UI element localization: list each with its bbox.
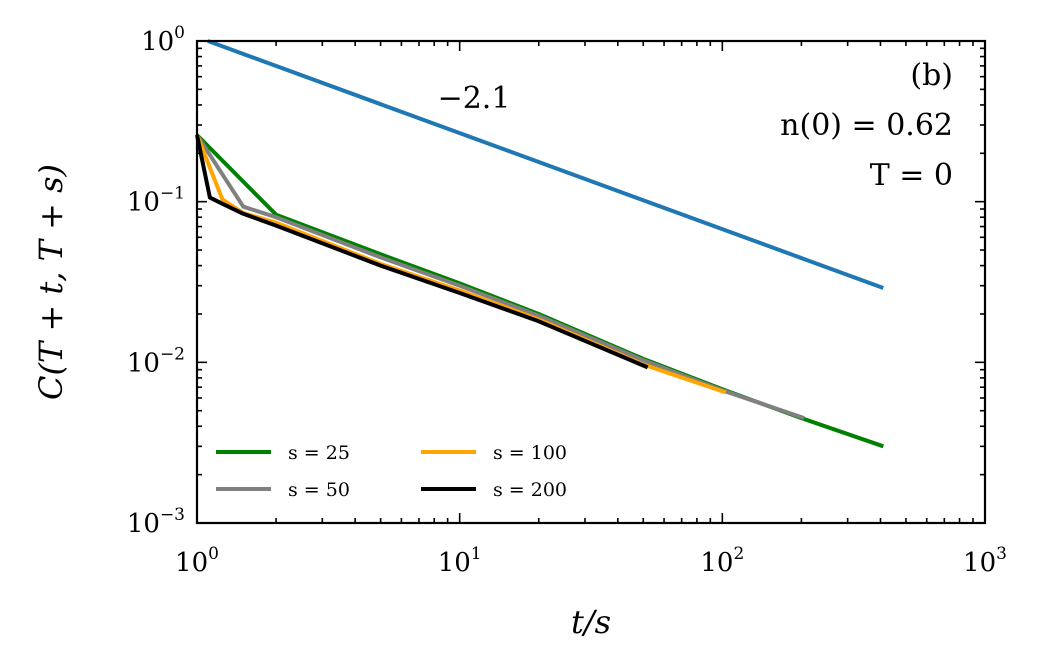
x-tick-base: 10	[700, 548, 733, 578]
legend-label-4: s = 200	[493, 479, 567, 501]
x-tick-base: 10	[963, 548, 996, 578]
legend: s = 25 s = 50 s = 100 s = 200	[216, 442, 567, 501]
slope-annotation: −2.1	[438, 81, 511, 116]
x-tick-label: 103	[963, 544, 1007, 578]
legend-label-2: s = 50	[288, 479, 350, 501]
y-tick-exponent: −2	[160, 344, 185, 364]
temperature-annotation: T = 0	[870, 158, 953, 193]
y-tick-label: 10−3	[127, 505, 185, 539]
x-tick-base: 10	[175, 548, 208, 578]
y-tick-base: 10	[127, 348, 160, 378]
y-axis-label: C(T + t, T + s)	[32, 164, 70, 400]
plot-background	[197, 41, 985, 523]
reference-layer	[207, 39, 884, 290]
x-tick-exponent: 3	[996, 544, 1007, 564]
x-tick-base: 10	[438, 548, 471, 578]
y-tick-exponent: 0	[174, 23, 185, 43]
series-layer	[195, 133, 884, 449]
y-tick-base: 10	[127, 509, 160, 539]
legend-label-3: s = 100	[493, 442, 567, 464]
legend-label-1: s = 25	[288, 442, 350, 464]
x-tick-exponent: 1	[471, 544, 482, 564]
y-tick-exponent: −1	[160, 184, 185, 204]
x-axis-label: t/s	[571, 603, 611, 641]
y-tick-base: 10	[127, 188, 160, 218]
n0-annotation: n(0) = 0.62	[780, 108, 953, 143]
panel-label: (b)	[910, 58, 953, 93]
y-tick-base: 10	[141, 27, 174, 57]
y-tick-label: 10−2	[127, 344, 185, 378]
y-tick-label: 10−1	[127, 184, 185, 218]
y-tick-exponent: −3	[160, 505, 185, 525]
x-tick-exponent: 0	[208, 544, 219, 564]
x-tick-label: 100	[175, 544, 219, 578]
series-line-4	[195, 134, 649, 370]
x-tick-exponent: 2	[733, 544, 744, 564]
reference-slope-line	[207, 39, 884, 290]
x-tick-label: 102	[700, 544, 744, 578]
plot-frame	[195, 39, 987, 525]
x-tick-label: 101	[438, 544, 482, 578]
y-tick-label: 100	[141, 23, 185, 57]
